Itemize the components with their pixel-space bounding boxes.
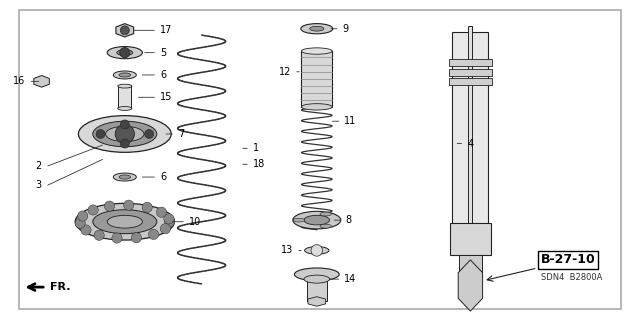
Bar bbox=[449, 69, 492, 76]
Text: 13: 13 bbox=[281, 245, 301, 256]
Ellipse shape bbox=[93, 210, 157, 234]
Ellipse shape bbox=[305, 247, 329, 254]
Circle shape bbox=[148, 229, 159, 240]
Ellipse shape bbox=[304, 215, 330, 225]
Text: 6: 6 bbox=[142, 172, 166, 182]
Circle shape bbox=[156, 207, 166, 217]
Circle shape bbox=[124, 200, 134, 210]
Circle shape bbox=[160, 224, 170, 234]
Text: 1: 1 bbox=[243, 143, 259, 153]
Text: 18: 18 bbox=[243, 159, 265, 169]
Circle shape bbox=[112, 233, 122, 243]
Ellipse shape bbox=[320, 212, 332, 216]
Circle shape bbox=[120, 120, 129, 129]
Circle shape bbox=[164, 214, 174, 224]
Text: 11: 11 bbox=[332, 116, 356, 126]
Ellipse shape bbox=[293, 211, 341, 229]
Ellipse shape bbox=[118, 107, 132, 110]
Ellipse shape bbox=[108, 215, 143, 228]
Ellipse shape bbox=[79, 116, 172, 152]
Bar bbox=[118, 86, 131, 108]
Bar bbox=[452, 32, 488, 230]
Ellipse shape bbox=[320, 224, 332, 228]
Ellipse shape bbox=[108, 47, 143, 59]
Bar bbox=[468, 26, 472, 303]
Text: 5: 5 bbox=[145, 48, 166, 58]
Circle shape bbox=[104, 201, 115, 211]
Circle shape bbox=[120, 48, 130, 58]
Ellipse shape bbox=[117, 50, 133, 56]
Text: B-27-10: B-27-10 bbox=[541, 254, 596, 266]
Bar bbox=[449, 78, 492, 85]
Polygon shape bbox=[308, 297, 326, 306]
Ellipse shape bbox=[119, 175, 131, 179]
Bar bbox=[449, 59, 492, 66]
Ellipse shape bbox=[301, 104, 332, 110]
Circle shape bbox=[77, 211, 88, 221]
Ellipse shape bbox=[294, 268, 339, 281]
Ellipse shape bbox=[113, 71, 136, 79]
Ellipse shape bbox=[310, 26, 324, 31]
Circle shape bbox=[145, 130, 154, 138]
Bar bbox=[301, 51, 332, 107]
Text: 15: 15 bbox=[138, 92, 172, 102]
Text: FR.: FR. bbox=[50, 282, 70, 292]
Ellipse shape bbox=[113, 173, 136, 181]
Circle shape bbox=[96, 130, 105, 138]
Circle shape bbox=[120, 139, 129, 148]
Ellipse shape bbox=[119, 73, 131, 77]
Circle shape bbox=[115, 124, 134, 144]
Circle shape bbox=[120, 26, 129, 35]
Text: 14: 14 bbox=[330, 274, 356, 284]
Polygon shape bbox=[458, 260, 483, 311]
Ellipse shape bbox=[76, 204, 174, 240]
Text: 8: 8 bbox=[334, 215, 352, 225]
Text: 9: 9 bbox=[331, 24, 349, 34]
Text: SDN4  B2800A: SDN4 B2800A bbox=[541, 273, 602, 282]
Circle shape bbox=[75, 218, 85, 228]
Ellipse shape bbox=[93, 121, 157, 147]
Polygon shape bbox=[34, 76, 49, 87]
Ellipse shape bbox=[118, 84, 132, 88]
Text: 17: 17 bbox=[134, 25, 172, 35]
Circle shape bbox=[164, 217, 175, 227]
Bar bbox=[449, 223, 492, 255]
Ellipse shape bbox=[293, 218, 305, 222]
Circle shape bbox=[311, 245, 323, 256]
Ellipse shape bbox=[304, 275, 330, 283]
Circle shape bbox=[81, 225, 91, 235]
Circle shape bbox=[94, 230, 104, 241]
Ellipse shape bbox=[301, 24, 333, 34]
Ellipse shape bbox=[301, 48, 332, 54]
Text: 6: 6 bbox=[142, 70, 166, 80]
Ellipse shape bbox=[106, 126, 144, 142]
Polygon shape bbox=[116, 24, 134, 37]
Bar bbox=[459, 255, 482, 274]
Text: 4: 4 bbox=[457, 138, 474, 149]
Text: 3: 3 bbox=[35, 180, 42, 190]
Circle shape bbox=[142, 202, 152, 212]
Text: 12: 12 bbox=[279, 67, 300, 77]
Circle shape bbox=[88, 205, 99, 215]
Text: 2: 2 bbox=[35, 161, 42, 171]
Circle shape bbox=[131, 233, 141, 243]
Bar bbox=[307, 279, 327, 301]
Text: 10: 10 bbox=[172, 217, 201, 227]
Text: 16: 16 bbox=[13, 76, 39, 86]
Text: 7: 7 bbox=[166, 129, 184, 139]
